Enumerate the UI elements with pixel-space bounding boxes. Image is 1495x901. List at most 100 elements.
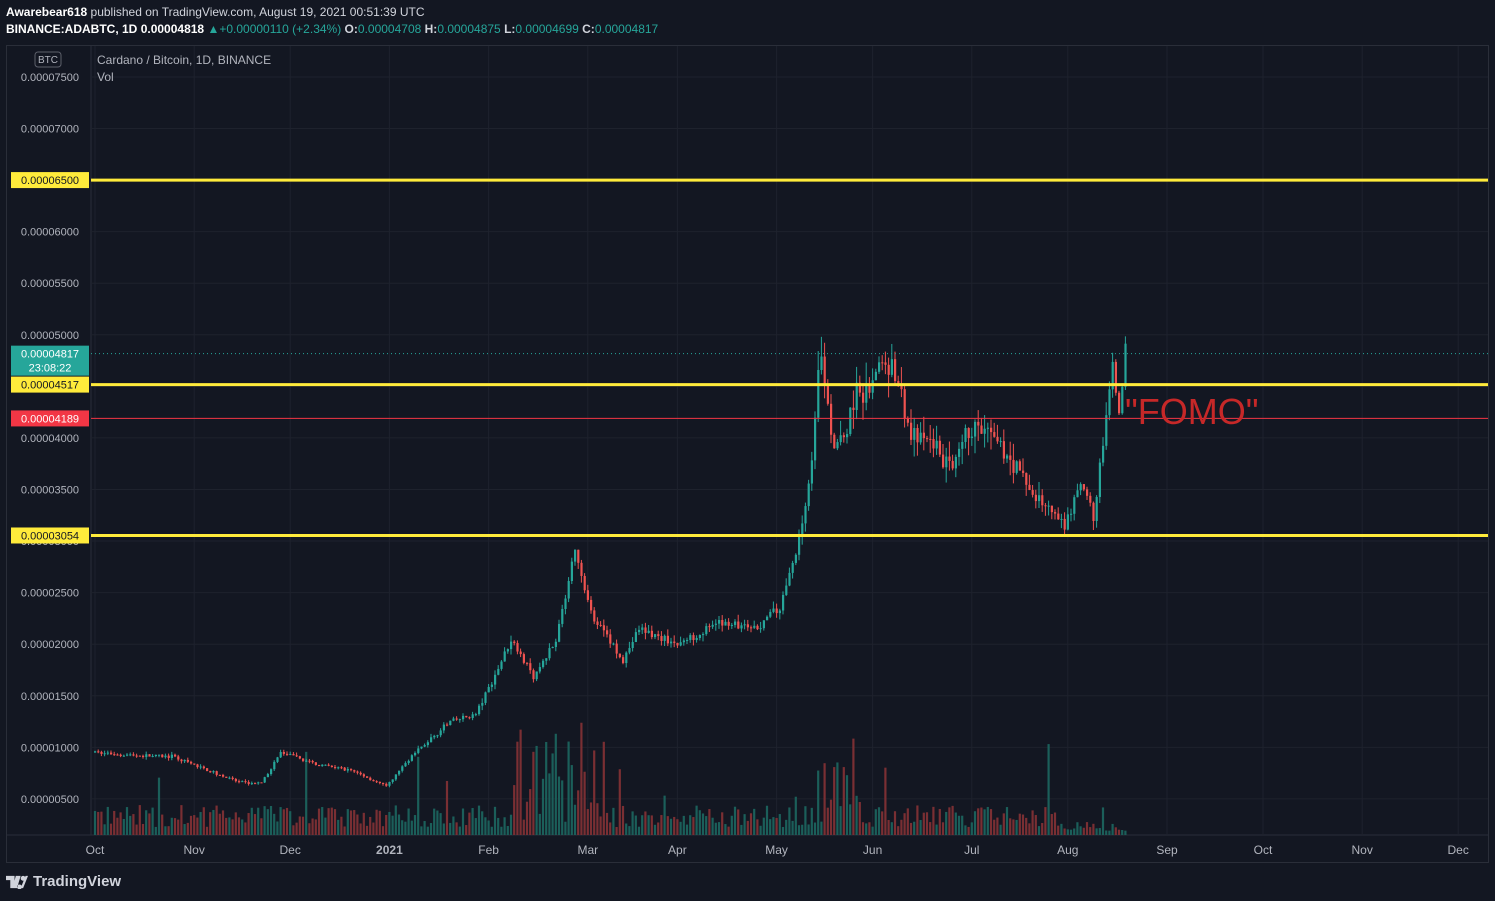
volume-bar xyxy=(369,816,372,835)
volume-bar xyxy=(1111,823,1114,835)
volume-bar xyxy=(100,811,103,835)
candle-body xyxy=(842,435,845,438)
candle-body xyxy=(449,720,452,725)
candle-body xyxy=(1031,490,1034,495)
x-tick-label: Oct xyxy=(1254,843,1273,857)
volume-bar xyxy=(375,809,378,835)
volume-bar xyxy=(385,814,388,835)
volume-bar xyxy=(372,822,375,835)
volume-bar xyxy=(93,810,97,835)
volume-bar xyxy=(231,819,234,835)
candle-body xyxy=(820,356,823,370)
x-tick-label: Nov xyxy=(184,843,205,857)
volume-bar xyxy=(519,729,522,835)
volume-bar xyxy=(295,822,298,835)
close-label: C: xyxy=(582,22,595,36)
volume-bar xyxy=(503,817,506,835)
candle-body xyxy=(804,506,807,524)
volume-bar xyxy=(490,826,493,835)
volume-bar xyxy=(465,825,468,835)
footer-brand: TradingView xyxy=(33,873,122,890)
volume-bar xyxy=(913,821,916,835)
candle-body xyxy=(900,383,903,390)
volume-bar xyxy=(865,823,868,835)
volume-bar xyxy=(925,812,929,835)
volume-bar xyxy=(858,802,861,835)
y-tick-label: 0.00007500 xyxy=(21,72,79,84)
candle-body xyxy=(772,608,775,612)
candle-body xyxy=(916,427,919,443)
volume-bar xyxy=(842,767,845,835)
candle-body xyxy=(887,364,890,375)
candle-body xyxy=(359,772,362,775)
candle-body xyxy=(494,674,497,685)
candle-body xyxy=(1028,484,1031,491)
candle-body xyxy=(1079,484,1082,491)
candle-body xyxy=(241,781,244,783)
candle-body xyxy=(906,418,909,423)
candle-body xyxy=(164,755,167,758)
volume-bar xyxy=(765,805,769,835)
volume-bar xyxy=(1117,829,1121,835)
candle-body xyxy=(484,692,487,703)
tradingview-logo[interactable]: TradingView xyxy=(6,873,121,890)
volume-bar xyxy=(461,808,465,835)
volume-bar xyxy=(845,775,849,835)
volume-bar xyxy=(468,812,471,835)
candle-body xyxy=(218,774,221,776)
price-chart[interactable]: 0.00007500 0.00007000 0.00006500 0.00006000… xyxy=(7,46,1488,862)
volume-bar xyxy=(1012,819,1015,835)
volume-bar xyxy=(839,806,842,835)
chart-frame[interactable]: 0.00007500 0.00007000 0.00006500 0.00006000… xyxy=(6,45,1489,863)
candle-body xyxy=(116,754,119,756)
candle-body xyxy=(196,764,199,768)
volume-bar xyxy=(1031,810,1034,835)
publisher-name: Awarebear618 xyxy=(6,5,88,19)
volume-bar xyxy=(330,807,333,835)
candle-body xyxy=(356,771,359,773)
candle-body xyxy=(1041,495,1044,506)
volume-bar xyxy=(749,813,753,835)
candle-body xyxy=(452,718,455,721)
candle-body xyxy=(513,641,516,644)
y-tick-label: 0.00001000 xyxy=(21,742,79,754)
candle-body xyxy=(814,417,817,461)
volume-bar xyxy=(567,741,570,835)
candle-body xyxy=(1034,494,1037,502)
candle-body xyxy=(465,715,468,718)
candle-body xyxy=(1018,461,1021,471)
candle-body xyxy=(423,745,426,747)
candle-body xyxy=(401,766,404,771)
volume-bar xyxy=(513,785,516,835)
volume-bar xyxy=(205,826,209,835)
volume-bar xyxy=(151,807,154,835)
candle-body xyxy=(292,754,295,756)
candle-body xyxy=(391,779,394,782)
y-tick-label: 0.00005000 xyxy=(21,330,79,342)
volume-bar xyxy=(753,808,756,835)
candle-body xyxy=(676,642,679,646)
candle-body xyxy=(362,774,365,777)
volume-bar xyxy=(250,807,253,835)
candle-body xyxy=(801,523,804,536)
volume-bar xyxy=(1015,819,1018,835)
level-price-tag xyxy=(11,376,89,393)
volume-bar xyxy=(1047,744,1050,835)
volume-bar xyxy=(279,807,282,835)
candle-body xyxy=(532,670,535,680)
candle-body xyxy=(270,769,273,775)
candle-body xyxy=(865,384,868,403)
volume-bar xyxy=(1076,822,1079,835)
candle-body xyxy=(756,625,759,630)
candle-body xyxy=(321,764,324,767)
last-price: 0.00004818 xyxy=(140,22,205,36)
volume-bar xyxy=(247,813,250,835)
candle-body xyxy=(500,661,503,669)
candle-body xyxy=(721,619,724,626)
candle-body xyxy=(874,371,877,381)
volume-bar xyxy=(132,814,135,835)
volume-bar xyxy=(833,767,836,835)
volume-bar xyxy=(561,780,564,835)
volume-bar xyxy=(397,814,401,835)
candle-body xyxy=(142,755,145,757)
